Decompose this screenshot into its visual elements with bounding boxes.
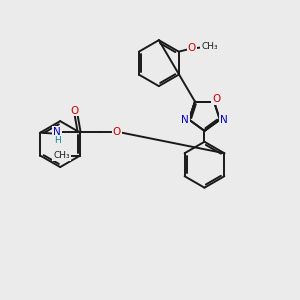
Text: N: N (53, 127, 61, 137)
Text: H: H (54, 136, 61, 145)
Text: N: N (220, 115, 228, 125)
Text: O: O (212, 94, 220, 104)
Text: CH₃: CH₃ (53, 151, 70, 160)
Text: O: O (188, 43, 196, 53)
Text: N: N (181, 115, 189, 125)
Text: O: O (112, 127, 121, 137)
Text: O: O (70, 106, 79, 116)
Text: CH₃: CH₃ (201, 42, 218, 51)
